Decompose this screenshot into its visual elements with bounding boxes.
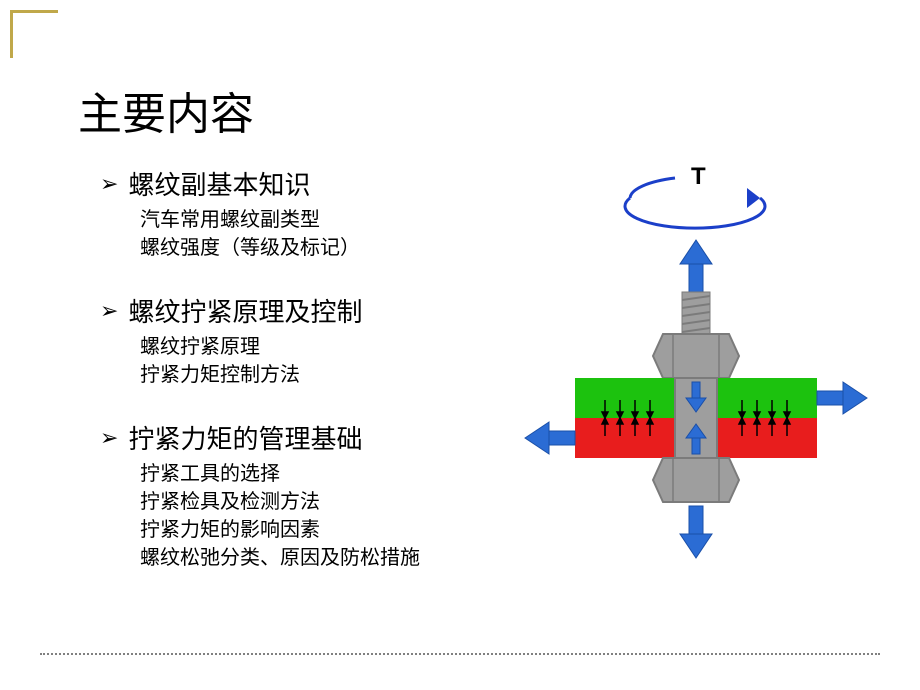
bolt-nut	[653, 334, 739, 378]
section-heading-text: 螺纹拧紧原理及控制	[128, 292, 362, 329]
top-plate-left	[575, 378, 675, 418]
bolt-torque-diagram: T	[495, 160, 895, 560]
torque-label: T	[691, 163, 706, 190]
section-heading-3: ➢ 拧紧力矩的管理基础	[100, 419, 480, 456]
section-heading-text: 拧紧力矩的管理基础	[128, 419, 362, 456]
sub-item: 拧紧工具的选择	[140, 460, 480, 488]
bolt-head	[653, 458, 739, 502]
section-heading-text: 螺纹副基本知识	[128, 165, 310, 202]
footer-divider	[40, 653, 880, 655]
bolt-threads	[682, 292, 710, 334]
down-arrow-icon	[680, 506, 712, 558]
bottom-plate-right	[717, 418, 817, 458]
diagram-svg: T	[495, 160, 895, 560]
section-3: ➢ 拧紧力矩的管理基础 拧紧工具的选择 拧紧检具及检测方法 拧紧力矩的影响因素 …	[100, 419, 480, 572]
sub-item: 螺纹松弛分类、原因及防松措施	[140, 544, 480, 572]
section-2: ➢ 螺纹拧紧原理及控制 螺纹拧紧原理 拧紧力矩控制方法	[100, 292, 480, 389]
bullet-icon: ➢	[100, 425, 118, 451]
outline-column: ➢ 螺纹副基本知识 汽车常用螺纹副类型 螺纹强度（等级及标记） ➢ 螺纹拧紧原理…	[100, 165, 480, 602]
corner-decoration	[10, 10, 58, 58]
up-arrow-icon	[680, 240, 712, 292]
bullet-icon: ➢	[100, 171, 118, 197]
sub-item: 拧紧力矩控制方法	[140, 361, 480, 389]
sub-item: 拧紧检具及检测方法	[140, 488, 480, 516]
section-heading-2: ➢ 螺纹拧紧原理及控制	[100, 292, 480, 329]
sub-item: 拧紧力矩的影响因素	[140, 516, 480, 544]
section-1: ➢ 螺纹副基本知识 汽车常用螺纹副类型 螺纹强度（等级及标记）	[100, 165, 480, 262]
top-plate-right	[717, 378, 817, 418]
right-arrow-icon	[817, 382, 867, 414]
bullet-icon: ➢	[100, 298, 118, 324]
sub-item: 螺纹拧紧原理	[140, 333, 480, 361]
sub-item: 汽车常用螺纹副类型	[140, 206, 480, 234]
section-heading-1: ➢ 螺纹副基本知识	[100, 165, 480, 202]
left-arrow-icon	[525, 422, 575, 454]
sub-item: 螺纹强度（等级及标记）	[140, 234, 480, 262]
bottom-plate-left	[575, 418, 675, 458]
page-title: 主要内容	[78, 78, 254, 142]
